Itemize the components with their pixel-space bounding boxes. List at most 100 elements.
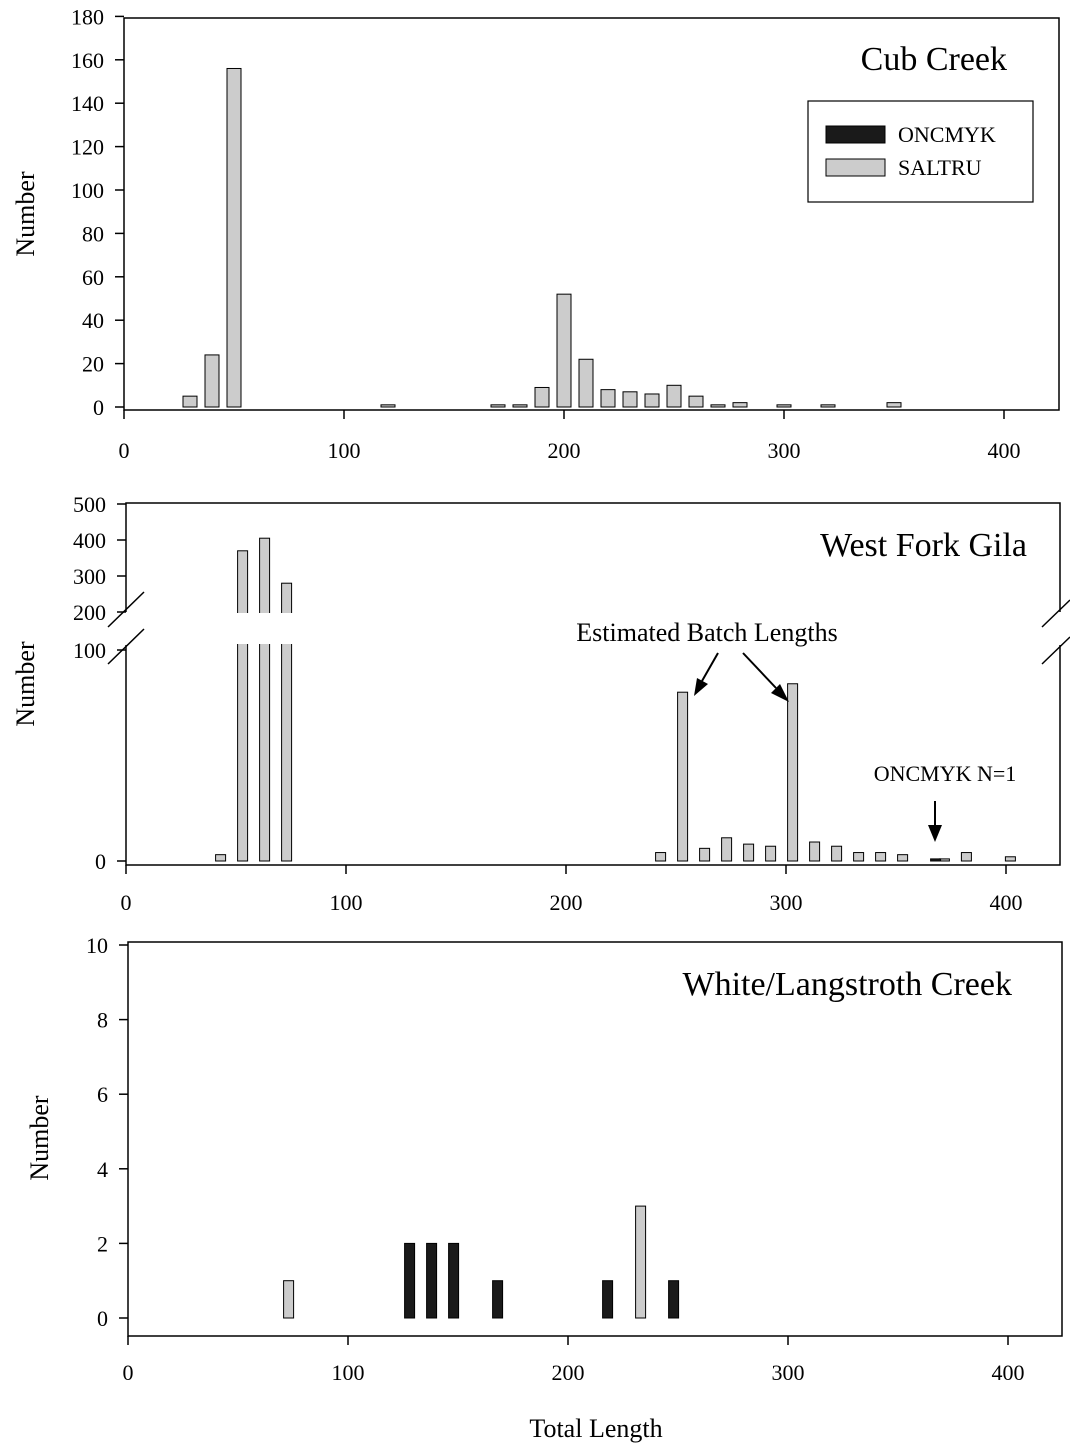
bar-saltru bbox=[380, 404, 396, 408]
panel-cub-creek: 0 20 40 60 80 100 120 140 160 180 0 100 200 300 400 C… bbox=[11, 4, 1060, 463]
y-tick-label: 40 bbox=[82, 308, 104, 333]
y-tick-label: 6 bbox=[97, 1082, 108, 1107]
axis-break-mark-right-lower bbox=[1041, 636, 1070, 665]
bars bbox=[215, 537, 1016, 862]
x-tick-label: 0 bbox=[121, 890, 132, 915]
legend-swatch-oncmyk bbox=[825, 125, 886, 144]
bar-saltru bbox=[635, 1205, 647, 1319]
y-tick-label: 10 bbox=[86, 933, 108, 958]
bar-saltru bbox=[743, 843, 755, 862]
bar-saltru bbox=[204, 354, 220, 408]
y-tick-label: 200 bbox=[73, 600, 106, 625]
y-tick-label: 80 bbox=[82, 221, 104, 246]
y-tick-label: 2 bbox=[97, 1231, 108, 1256]
x-ticks: 0 100 200 300 400 bbox=[123, 1336, 1025, 1385]
bar-saltru bbox=[237, 550, 249, 862]
bar-saltru bbox=[182, 395, 198, 408]
x-tick-label: 200 bbox=[552, 1360, 585, 1385]
y-tick-label: 0 bbox=[93, 395, 104, 420]
x-tick-label: 300 bbox=[770, 890, 803, 915]
bar-saltru bbox=[534, 386, 550, 408]
axis-break-gap bbox=[100, 613, 1070, 644]
bar-saltru bbox=[721, 837, 733, 862]
bar-saltru bbox=[732, 402, 748, 408]
bar-saltru bbox=[820, 404, 836, 408]
panel-white-langstroth-creek: 0 2 4 6 8 10 0 100 200 300 400 White/Langstroth C… bbox=[25, 933, 1063, 1443]
bar-oncmyk bbox=[668, 1280, 680, 1319]
y-tick-label: 8 bbox=[97, 1008, 108, 1033]
panel-title: Cub Creek bbox=[861, 41, 1007, 78]
bar-saltru bbox=[215, 854, 227, 862]
bar-saltru bbox=[644, 393, 660, 408]
x-tick-label: 100 bbox=[330, 890, 363, 915]
axis-break-mark-left-lower bbox=[107, 628, 145, 665]
y-tick-label: 120 bbox=[71, 135, 104, 160]
bar-saltru bbox=[578, 358, 594, 408]
bar-saltru bbox=[666, 384, 682, 408]
annotation-oncmyk-n1: ONCMYK N=1 bbox=[874, 761, 1017, 786]
bar-saltru bbox=[490, 404, 506, 408]
x-tick-label: 300 bbox=[768, 438, 801, 463]
bar-saltru bbox=[688, 395, 704, 408]
y-tick-label: 60 bbox=[82, 265, 104, 290]
y-axis-label: Number bbox=[11, 641, 40, 727]
x-tick-label: 100 bbox=[328, 438, 361, 463]
y-tick-label: 20 bbox=[82, 352, 104, 377]
arrow-oncmyk bbox=[928, 801, 942, 842]
bar-oncmyk bbox=[602, 1280, 614, 1319]
y-ticks: 0 100 200 300 400 500 bbox=[73, 492, 126, 874]
bar-oncmyk bbox=[930, 858, 942, 862]
legend-label-oncmyk: ONCMYK bbox=[898, 122, 996, 147]
bar-saltru bbox=[831, 845, 843, 862]
arrow-to-batch-250-shaft bbox=[701, 652, 719, 682]
annotation-arrows bbox=[694, 652, 789, 702]
y-tick-label: 160 bbox=[71, 48, 104, 73]
panel-title: White/Langstroth Creek bbox=[682, 966, 1012, 1003]
x-ticks: 0 100 200 300 400 bbox=[119, 410, 1021, 463]
y-axis-label: Number bbox=[11, 171, 40, 257]
bar-oncmyk bbox=[448, 1242, 460, 1319]
bar-saltru bbox=[283, 1280, 295, 1319]
x-tick-label: 300 bbox=[772, 1360, 805, 1385]
x-tick-label: 400 bbox=[988, 438, 1021, 463]
plot-frame-lower bbox=[125, 645, 1061, 866]
x-tick-label: 200 bbox=[548, 438, 581, 463]
y-tick-label: 180 bbox=[71, 4, 104, 29]
plot-frame bbox=[127, 941, 1063, 1337]
bar-saltru bbox=[776, 404, 792, 408]
bar-saltru bbox=[710, 404, 726, 408]
bar-saltru bbox=[259, 537, 271, 862]
y-tick-label: 400 bbox=[73, 528, 106, 553]
annotation-batch-lengths: Estimated Batch Lengths bbox=[576, 618, 837, 647]
bar-saltru bbox=[809, 841, 821, 862]
plot-frame bbox=[123, 17, 1060, 411]
y-tick-label: 4 bbox=[97, 1157, 108, 1182]
panel-title: West Fork Gila bbox=[820, 527, 1027, 564]
bar-saltru bbox=[281, 582, 293, 862]
bar-saltru bbox=[853, 852, 865, 862]
y-tick-label: 100 bbox=[71, 178, 104, 203]
legend-frame bbox=[807, 100, 1034, 203]
x-axis-label: Total Length bbox=[529, 1414, 662, 1443]
bar-saltru bbox=[1004, 856, 1016, 862]
bar-oncmyk bbox=[426, 1242, 438, 1319]
bar-oncmyk bbox=[492, 1280, 504, 1319]
arrow-oncmyk-head bbox=[928, 825, 942, 842]
axis-break-marks bbox=[107, 591, 1070, 665]
arrow-to-batch-250-head bbox=[694, 678, 708, 696]
panel-west-fork-gila: 0 100 200 300 400 500 0 100 200 300 400 West Fork… bbox=[11, 492, 1070, 915]
y-axis-label: Number bbox=[25, 1095, 54, 1181]
bar-oncmyk bbox=[404, 1242, 416, 1319]
axis-break-mark-left-upper bbox=[107, 591, 145, 628]
arrow-to-batch-300-head bbox=[771, 684, 789, 702]
x-tick-label: 200 bbox=[550, 890, 583, 915]
bar-saltru bbox=[600, 389, 616, 408]
bar-saltru bbox=[699, 847, 711, 862]
bar-saltru bbox=[787, 683, 799, 862]
bar-saltru bbox=[960, 852, 972, 862]
bar-saltru bbox=[226, 67, 242, 408]
bars bbox=[283, 1205, 680, 1319]
y-tick-label: 140 bbox=[71, 91, 104, 116]
bar-saltru bbox=[556, 293, 572, 408]
